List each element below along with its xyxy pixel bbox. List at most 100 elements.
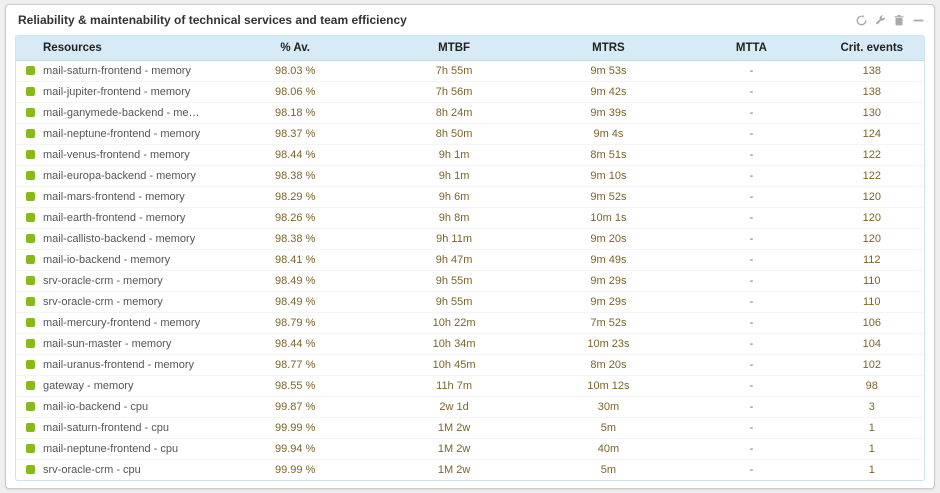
cell-mtbf: 10h 34m	[374, 333, 534, 355]
resource-name: mail-sun-master - memory	[43, 338, 172, 350]
cell-crit-events: 112	[819, 249, 924, 271]
cell-mtrs: 5m	[533, 417, 684, 439]
resource-cell[interactable]: gateway - memory	[16, 375, 216, 397]
table-row[interactable]: mail-saturn-frontend - memory 98.03 % 7h 5…	[16, 60, 924, 82]
table-row[interactable]: mail-io-backend - memory 98.41 % 9h 47m 9m …	[16, 249, 924, 271]
cell-mtrs: 7m 52s	[533, 312, 684, 334]
status-ok-icon	[26, 423, 35, 432]
resource-name: mail-neptune-frontend - memory	[43, 128, 201, 140]
table-row[interactable]: mail-mercury-frontend - memory 98.79 % 10h…	[16, 312, 924, 334]
resource-name: mail-mars-frontend - memory	[43, 191, 185, 203]
cell-mtrs: 9m 39s	[533, 102, 684, 124]
status-ok-icon	[26, 171, 35, 180]
status-ok-icon	[26, 339, 35, 348]
column-header-mtbf[interactable]: MTBF	[374, 36, 534, 61]
table-row[interactable]: mail-europa-backend - memory 98.38 % 9h 1m…	[16, 165, 924, 187]
table-row[interactable]: mail-mars-frontend - memory 98.29 % 9h 6m 9…	[16, 186, 924, 208]
status-ok-icon	[26, 318, 35, 327]
resource-cell[interactable]: srv-oracle-crm - cpu	[16, 460, 216, 481]
resource-name: mail-venus-frontend - memory	[43, 149, 190, 161]
cell-crit-events: 1	[819, 438, 924, 460]
cell-mtrs: 9m 49s	[533, 249, 684, 271]
table-row[interactable]: mail-ganymede-backend - memory 98.18 % 8h …	[16, 102, 924, 124]
resource-cell[interactable]: mail-io-backend - memory	[16, 249, 216, 271]
cell-mtta: -	[683, 249, 820, 271]
resource-name: mail-io-backend - cpu	[43, 401, 149, 413]
column-header-resources[interactable]: Resources	[16, 36, 216, 61]
resource-cell[interactable]: mail-neptune-frontend - memory	[16, 123, 216, 145]
collapse-icon[interactable]	[912, 14, 924, 26]
cell-availability: 98.49 %	[215, 291, 375, 313]
table-row[interactable]: mail-neptune-frontend - memory 98.37 % 8h …	[16, 123, 924, 145]
status-ok-icon	[26, 213, 35, 222]
resource-cell[interactable]: mail-mercury-frontend - memory	[16, 312, 216, 334]
cell-mtta: -	[683, 396, 820, 418]
resource-cell[interactable]: srv-oracle-crm - memory	[16, 270, 216, 292]
table-row[interactable]: mail-sun-master - memory 98.44 % 10h 34m 10…	[16, 333, 924, 355]
resource-cell[interactable]: mail-saturn-frontend - cpu	[16, 417, 216, 439]
cell-mtrs: 10m 1s	[533, 207, 684, 229]
resource-name: mail-saturn-frontend - memory	[43, 65, 191, 77]
table-row[interactable]: srv-oracle-crm - cpu 99.99 % 1M 2w 5m - 1	[16, 460, 924, 481]
table-row[interactable]: mail-neptune-frontend - cpu 99.94 % 1M 2w 4…	[16, 438, 924, 460]
cell-mtbf: 1M 2w	[437, 464, 471, 476]
cell-mtta: -	[683, 144, 820, 166]
cell-mtta: -	[683, 102, 820, 124]
table-row[interactable]: mail-saturn-frontend - cpu 99.99 % 1M 2w 5m…	[16, 417, 924, 439]
table-row[interactable]: mail-venus-frontend - memory 98.44 % 9h 1m…	[16, 144, 924, 166]
resource-name: mail-jupiter-frontend - memory	[43, 86, 191, 98]
cell-availability: 98.38 %	[215, 228, 375, 250]
resource-cell[interactable]: mail-sun-master - memory	[16, 333, 216, 355]
trash-icon[interactable]	[893, 14, 905, 26]
wrench-icon[interactable]	[874, 14, 886, 26]
table-row[interactable]: srv-oracle-crm - memory 98.49 % 9h 55m 9m 2…	[16, 270, 924, 292]
cell-crit-events: 120	[819, 228, 924, 250]
resource-cell[interactable]: mail-venus-frontend - memory	[16, 144, 216, 166]
cell-mtta: -	[683, 291, 820, 313]
cell-mtta: -	[683, 186, 820, 208]
resource-cell[interactable]: mail-mars-frontend - memory	[16, 186, 216, 208]
panel-title: Reliability & maintenability of technica…	[18, 13, 407, 27]
table-row[interactable]: mail-jupiter-frontend - memory 98.06 % 7h …	[16, 81, 924, 103]
resource-name: gateway - memory	[43, 380, 134, 392]
cell-mtta: -	[683, 207, 820, 229]
resource-cell[interactable]: mail-uranus-frontend - memory	[16, 354, 216, 376]
cell-mtrs: 9m 4s	[533, 123, 684, 145]
resource-name: mail-io-backend - memory	[43, 254, 171, 266]
cell-crit-events: 120	[819, 207, 924, 229]
cell-availability: 98.44 %	[215, 333, 375, 355]
column-header-av[interactable]: % Av.	[215, 36, 375, 61]
resource-cell[interactable]: mail-europa-backend - memory	[16, 165, 216, 187]
cell-mtta: -	[683, 438, 820, 460]
cell-mtrs: 9m 53s	[533, 60, 684, 82]
cell-mtta: -	[683, 375, 820, 397]
table-row[interactable]: mail-earth-frontend - memory 98.26 % 9h 8m…	[16, 207, 924, 229]
cell-mtta: -	[683, 333, 820, 355]
cell-mtbf: 10h 22m	[374, 312, 534, 334]
resource-cell[interactable]: srv-oracle-crm - memory	[16, 291, 216, 313]
resource-cell[interactable]: mail-callisto-backend - memory	[16, 228, 216, 250]
table-row[interactable]: mail-uranus-frontend - memory 98.77 % 10h …	[16, 354, 924, 376]
resource-cell[interactable]: mail-io-backend - cpu	[16, 396, 216, 418]
column-header-mtta[interactable]: MTTA	[683, 36, 820, 61]
resource-cell[interactable]: mail-earth-frontend - memory	[16, 207, 216, 229]
resource-cell[interactable]: mail-ganymede-backend - memory	[16, 102, 216, 124]
cell-availability: 98.77 %	[215, 354, 375, 376]
table-row[interactable]: gateway - memory 98.55 % 11h 7m 10m 12s -98	[16, 375, 924, 397]
column-header-mtrs[interactable]: MTRS	[533, 36, 684, 61]
resource-cell[interactable]: mail-neptune-frontend - cpu	[16, 438, 216, 460]
cell-mtrs: 9m 42s	[533, 81, 684, 103]
cell-mtrs: 30m	[533, 396, 684, 418]
cell-mtrs: 9m 29s	[533, 270, 684, 292]
table-row[interactable]: mail-io-backend - cpu 99.87 % 2w 1d 30m -3	[16, 396, 924, 418]
column-header-crit-events[interactable]: Crit. events	[819, 36, 924, 61]
widget-panel: Reliability & maintenability of technica…	[5, 4, 935, 489]
resource-cell[interactable]: mail-jupiter-frontend - memory	[16, 81, 216, 103]
table-row[interactable]: mail-callisto-backend - memory 98.38 % 9h …	[16, 228, 924, 250]
cell-mtta: -	[683, 123, 820, 145]
table-row[interactable]: srv-oracle-crm - memory 98.49 % 9h 55m 9m 2…	[16, 291, 924, 313]
cell-mtta: -	[683, 354, 820, 376]
refresh-icon[interactable]	[855, 14, 867, 26]
resource-cell[interactable]: mail-saturn-frontend - memory	[16, 60, 216, 82]
cell-crit-events: 122	[819, 144, 924, 166]
